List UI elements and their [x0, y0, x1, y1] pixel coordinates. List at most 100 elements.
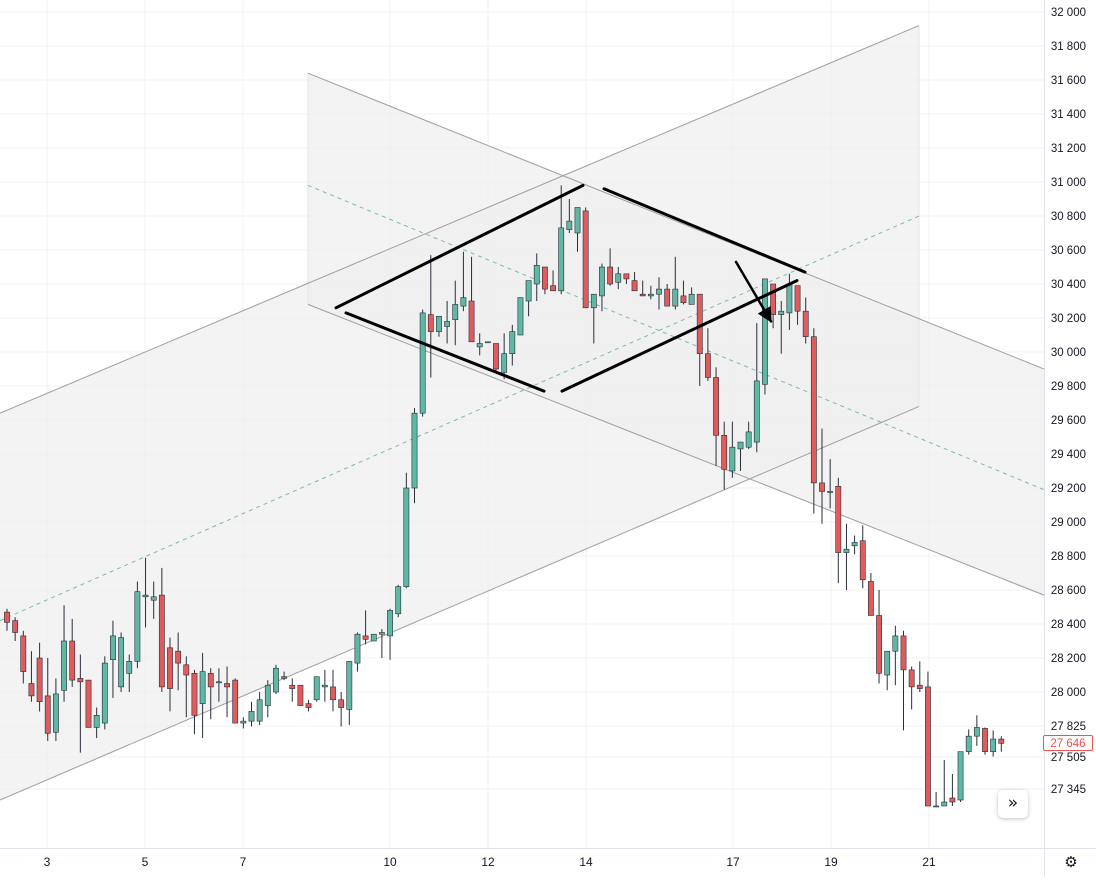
- candle-body: [908, 669, 915, 688]
- candle-body: [354, 633, 361, 664]
- candle-body: [664, 288, 671, 307]
- candle-body: [957, 751, 964, 801]
- candle-body: [892, 635, 899, 652]
- price-tick-label: 29 200: [1051, 483, 1086, 495]
- candle-body: [615, 273, 622, 283]
- price-tick-label: 31 200: [1051, 143, 1086, 155]
- candle-body: [501, 353, 508, 373]
- candle-body: [566, 220, 573, 230]
- candle-body: [305, 703, 312, 708]
- candle-body: [770, 283, 776, 315]
- candle-body: [843, 548, 850, 553]
- candle-body: [778, 310, 785, 315]
- candle-body: [77, 678, 84, 683]
- double-chevron-right-icon: »: [1007, 793, 1019, 813]
- channel-drawings: [0, 25, 1044, 801]
- time-tick-label: 10: [383, 855, 397, 869]
- candle-body: [370, 633, 377, 642]
- candle-body: [118, 637, 124, 688]
- candle-body: [362, 635, 369, 640]
- candle-body: [680, 295, 687, 303]
- candle-body: [762, 278, 768, 385]
- candle-body: [240, 720, 247, 724]
- candle-body: [411, 412, 418, 489]
- price-tick-label: 30 000: [1051, 347, 1086, 359]
- time-tick-label: 14: [579, 855, 593, 869]
- price-axis[interactable]: 32 000 31 800 31 600 31 400 31 200 31 000 30 8…: [1044, 0, 1096, 877]
- price-tick-label: 28 000: [1051, 687, 1086, 699]
- candle-body: [656, 288, 662, 295]
- time-tick-label: 21: [922, 855, 936, 869]
- candles: [4, 185, 1005, 808]
- candle-body: [191, 672, 198, 716]
- candle-body: [321, 684, 328, 688]
- candle-body: [900, 635, 907, 671]
- candle-body: [925, 686, 931, 807]
- candle-body: [330, 686, 336, 701]
- candle-body: [704, 353, 711, 378]
- candle-body: [93, 715, 100, 728]
- ascending-channel-fill: [0, 25, 919, 801]
- candle-body: [101, 662, 108, 724]
- time-tick-label: 7: [240, 855, 247, 869]
- candle-body: [183, 664, 190, 676]
- price-tick-label: 30 400: [1051, 279, 1086, 291]
- candle-body: [264, 684, 271, 706]
- candle-body: [346, 661, 353, 710]
- time-axis[interactable]: 3 5 7 10 12 14 17 19 21: [0, 848, 1096, 877]
- candle-body: [941, 801, 948, 807]
- gear-icon: ⚙: [1064, 853, 1078, 871]
- price-axis-background: [1044, 0, 1096, 877]
- time-tick-label: 12: [481, 855, 495, 869]
- candle-body: [876, 615, 882, 674]
- candle-body: [533, 264, 540, 285]
- candle-body: [289, 684, 296, 689]
- candle-body: [729, 446, 736, 472]
- candle-body: [973, 727, 980, 737]
- price-tick-label: 30 600: [1051, 245, 1086, 257]
- price-tick-label: 29 600: [1051, 415, 1086, 427]
- candle-body: [224, 683, 230, 688]
- candle-body: [623, 273, 630, 280]
- candle-body: [142, 594, 149, 598]
- candle-body: [126, 661, 133, 674]
- candle-body: [990, 738, 997, 752]
- candle-body: [4, 611, 10, 623]
- candle-body: [672, 288, 679, 307]
- candle-body: [468, 300, 475, 343]
- candle-body: [216, 681, 222, 684]
- price-tick-label: 29 800: [1051, 381, 1086, 393]
- price-tick-label: 31 800: [1051, 41, 1086, 53]
- candle-body: [631, 280, 638, 292]
- candle-body: [819, 482, 825, 492]
- price-tick-label: 29 400: [1051, 449, 1086, 461]
- candle-body: [248, 711, 255, 722]
- candle-body: [452, 304, 459, 320]
- ascending-channel-lower-line: [0, 405, 920, 801]
- candle-body: [517, 297, 524, 336]
- candle-body: [550, 285, 556, 292]
- candle-body: [639, 293, 646, 297]
- price-tick-label: 31 600: [1051, 75, 1086, 87]
- time-tick-label: 19: [824, 855, 838, 869]
- price-tick-label: 27 345: [1051, 784, 1086, 796]
- candle-body: [134, 591, 141, 662]
- candle-body: [175, 650, 182, 664]
- scroll-to-realtime-button[interactable]: »: [998, 790, 1028, 818]
- descending-channel-fill: [308, 73, 1044, 596]
- candle-body: [61, 640, 67, 691]
- candle-body: [867, 581, 874, 616]
- price-tick-label: 29 000: [1051, 517, 1086, 529]
- candle-body: [933, 805, 939, 808]
- candle-body: [786, 283, 793, 314]
- trend-line-drawing: [334, 183, 585, 310]
- candle-body: [851, 542, 858, 547]
- time-axis-background: [0, 848, 1044, 877]
- candle-body: [150, 596, 157, 601]
- candle-body: [444, 321, 450, 327]
- candle-body: [794, 285, 801, 312]
- chart-settings-button[interactable]: ⚙: [1060, 853, 1082, 871]
- candle-body: [558, 227, 565, 292]
